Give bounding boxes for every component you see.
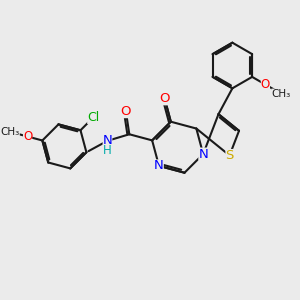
Text: CH₃: CH₃ [1, 127, 20, 137]
Text: CH₃: CH₃ [272, 88, 291, 99]
Text: O: O [160, 92, 170, 105]
Text: O: O [261, 78, 270, 91]
Text: N: N [154, 159, 164, 172]
Text: N: N [198, 148, 208, 160]
Text: S: S [225, 149, 234, 162]
Text: Cl: Cl [87, 111, 99, 124]
Text: H: H [103, 144, 112, 157]
Text: O: O [121, 105, 131, 118]
Text: N: N [103, 134, 112, 147]
Text: O: O [23, 130, 32, 143]
